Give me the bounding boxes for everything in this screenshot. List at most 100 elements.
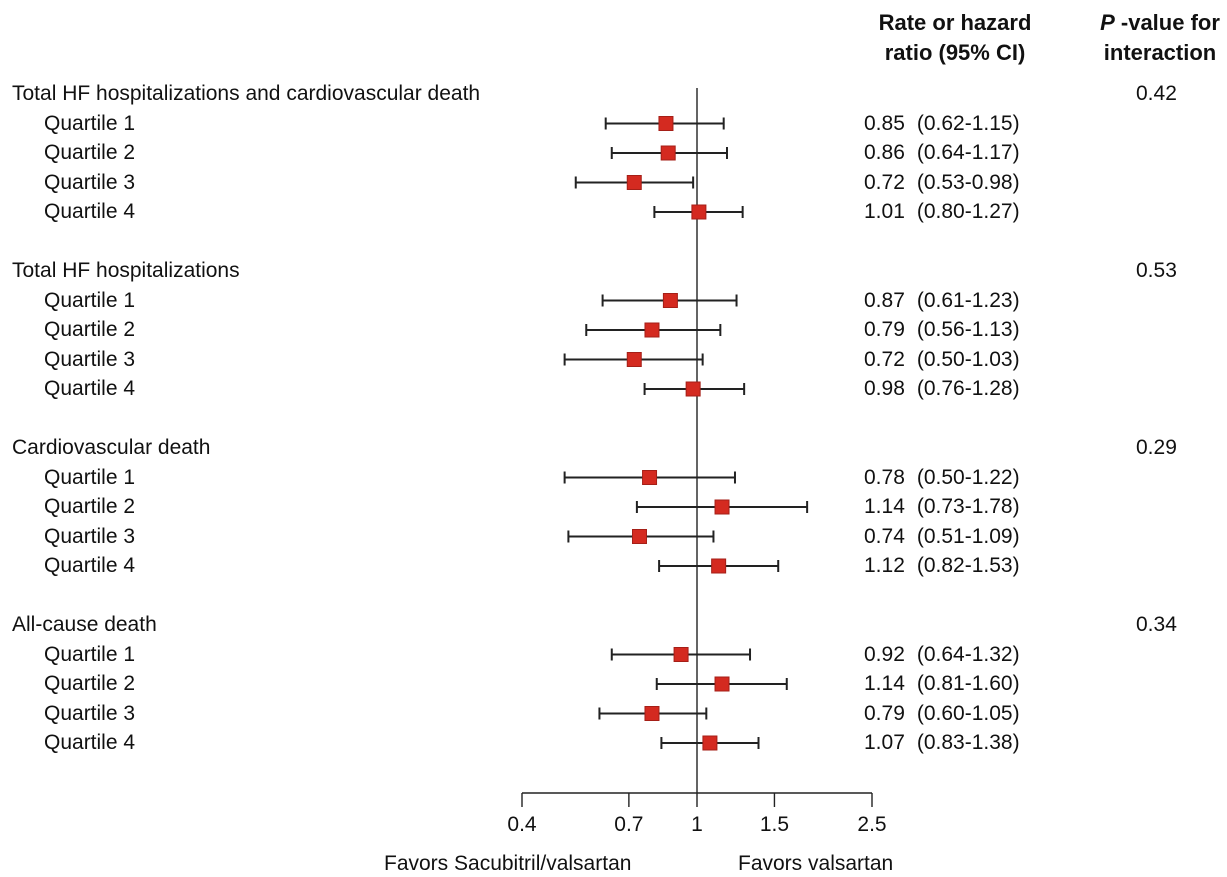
group-label: Total HF hospitalizations and cardiovasc…	[12, 82, 481, 105]
estimate-text: 0.92 (0.64-1.32)	[864, 643, 1020, 667]
group-label: Cardiovascular death	[12, 436, 211, 459]
estimate-text: 0.78 (0.50-1.22)	[864, 466, 1020, 490]
row-label: Quartile 3	[44, 524, 136, 548]
estimate-value: 0.98	[864, 377, 905, 400]
estimate-value: 0.86	[864, 141, 905, 164]
estimate-value: 0.92	[864, 642, 905, 666]
estimate-value: 0.79	[864, 318, 905, 341]
confidence-interval: (0.60-1.05)	[916, 701, 1020, 725]
confidence-interval: (0.76-1.28)	[916, 377, 1020, 400]
confidence-interval: (0.64-1.17)	[916, 141, 1020, 164]
confidence-interval: (0.62-1.15)	[916, 111, 1020, 135]
row-label: Quartile 3	[44, 170, 136, 194]
row-label: Quartile 3	[44, 347, 136, 371]
p-interaction-value: 0.53	[1136, 259, 1177, 282]
row-label: Quartile 1	[44, 642, 136, 666]
favors-right-label: Favors valsartan	[738, 852, 894, 875]
confidence-interval: (0.50-1.22)	[916, 465, 1020, 489]
point-estimate-marker	[685, 381, 701, 397]
estimate-text: 0.79 (0.60-1.05)	[864, 702, 1020, 726]
confidence-interval: (0.53-0.98)	[916, 170, 1020, 194]
x-tick-label: 1	[691, 813, 703, 836]
row-label: Quartile 1	[44, 111, 136, 135]
estimate-text: 0.87 (0.61-1.23)	[864, 289, 1020, 313]
point-estimate-marker	[626, 175, 642, 190]
estimate-value: 1.12	[864, 554, 905, 577]
confidence-interval: (0.56-1.13)	[916, 318, 1020, 341]
group-label: Total HF hospitalizations	[12, 259, 240, 282]
point-estimate-marker	[714, 676, 730, 692]
estimate-value: 0.85	[864, 111, 905, 135]
point-estimate-marker	[660, 145, 676, 161]
estimate-value: 1.07	[864, 731, 905, 754]
point-estimate-marker	[642, 470, 658, 485]
confidence-interval: (0.51-1.09)	[916, 524, 1020, 548]
confidence-interval: (0.83-1.38)	[916, 731, 1020, 754]
estimate-value: 1.14	[864, 672, 905, 695]
estimate-column-header: Rate or hazard ratio (95% CI)	[850, 8, 1060, 68]
estimate-value: 0.79	[864, 701, 905, 725]
p-interaction-value: 0.34	[1136, 613, 1177, 636]
point-estimate-marker	[711, 558, 727, 574]
row-label: Quartile 2	[44, 318, 136, 341]
estimate-text: 1.14 (0.81-1.60)	[864, 672, 1020, 696]
estimate-value: 0.74	[864, 524, 905, 548]
estimate-text: 0.74 (0.51-1.09)	[864, 525, 1020, 549]
estimate-text: 0.72 (0.53-0.98)	[864, 171, 1020, 195]
row-label: Quartile 2	[44, 672, 136, 695]
point-estimate-marker	[662, 293, 678, 308]
row-label: Quartile 1	[44, 465, 136, 489]
x-tick-label: 2.5	[857, 813, 887, 836]
p-header-line1: P -value for	[1090, 8, 1227, 38]
p-header-line2: interaction	[1103, 40, 1217, 65]
estimate-text: 1.12 (0.82-1.53)	[864, 554, 1020, 578]
estimate-text: 0.72 (0.50-1.03)	[864, 348, 1020, 372]
p-header-italic: P	[1100, 10, 1115, 35]
favors-left-label: Favors Sacubitril/valsartan	[384, 852, 632, 875]
estimate-text: 1.14 (0.73-1.78)	[864, 495, 1020, 519]
row-label: Quartile 1	[44, 288, 136, 312]
estimate-value: 0.72	[864, 170, 905, 194]
row-label: Quartile 4	[44, 377, 136, 400]
row-label: Quartile 4	[44, 200, 136, 223]
confidence-interval: (0.50-1.03)	[916, 347, 1020, 371]
group-label: All-cause death	[12, 613, 157, 636]
point-estimate-marker	[644, 322, 660, 338]
point-estimate-marker	[714, 499, 730, 515]
row-label: Quartile 3	[44, 701, 136, 725]
confidence-interval: (0.80-1.27)	[916, 200, 1020, 223]
x-tick-label: 0.7	[614, 813, 644, 836]
point-estimate-marker	[691, 204, 707, 220]
row-label: Quartile 4	[44, 554, 136, 577]
estimate-header-line2: ratio (95% CI)	[884, 40, 1026, 65]
p-interaction-value: 0.29	[1136, 436, 1177, 459]
confidence-interval: (0.82-1.53)	[916, 554, 1020, 577]
point-estimate-marker	[626, 352, 642, 367]
estimate-value: 0.72	[864, 347, 905, 371]
confidence-interval: (0.81-1.60)	[916, 672, 1020, 695]
row-label: Quartile 4	[44, 731, 136, 754]
estimate-value: 0.78	[864, 465, 905, 489]
point-estimate-marker	[658, 116, 674, 131]
row-label: Quartile 2	[44, 141, 136, 164]
estimate-value: 0.87	[864, 288, 905, 312]
estimate-text: 0.79 (0.56-1.13)	[864, 318, 1020, 342]
estimate-text: 0.86 (0.64-1.17)	[864, 141, 1020, 165]
confidence-interval: (0.73-1.78)	[916, 495, 1020, 518]
point-estimate-marker	[673, 647, 689, 662]
estimate-text: 0.98 (0.76-1.28)	[864, 377, 1020, 401]
estimate-value: 1.14	[864, 495, 905, 518]
x-tick-label: 1.5	[759, 813, 790, 836]
point-estimate-marker	[631, 529, 647, 544]
p-value-column-header: P -value for interaction	[1090, 8, 1227, 68]
row-label: Quartile 2	[44, 495, 136, 518]
x-tick-label: 0.4	[507, 813, 537, 836]
p-header-rest: -value for	[1114, 10, 1220, 35]
confidence-interval: (0.64-1.32)	[916, 642, 1020, 666]
p-interaction-value: 0.42	[1136, 82, 1177, 105]
estimate-header-line1: Rate or hazard	[878, 10, 1032, 35]
estimate-text: 0.85 (0.62-1.15)	[864, 112, 1020, 136]
point-estimate-marker	[702, 735, 718, 751]
confidence-interval: (0.61-1.23)	[916, 288, 1020, 312]
